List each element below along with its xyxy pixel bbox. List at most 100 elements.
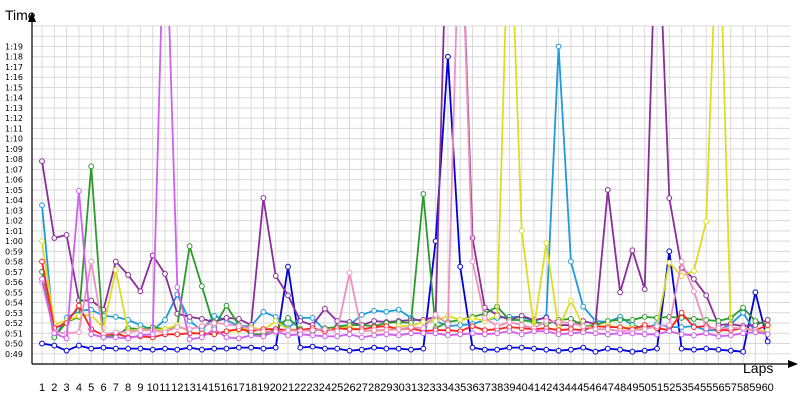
data-point [580, 344, 587, 351]
data-point [112, 266, 119, 273]
data-point [543, 318, 550, 324]
data-point [88, 258, 95, 265]
data-point [666, 259, 673, 266]
data-point [285, 327, 291, 334]
data-point [88, 345, 95, 352]
data-point [235, 323, 242, 330]
data-point [531, 345, 537, 352]
data-point [199, 346, 205, 353]
series-line [41, 26, 769, 328]
x-tick-label: 35 [454, 382, 466, 394]
y-tick-label: 1:16 [5, 73, 23, 82]
y-tick-label: 0:59 [5, 247, 23, 256]
data-point [137, 288, 144, 295]
data-point [641, 313, 648, 320]
x-tick-label: 48 [614, 382, 626, 394]
data-point [125, 271, 132, 278]
y-tick-label: 1:07 [5, 165, 23, 174]
data-point [186, 313, 193, 320]
data-point [51, 330, 58, 337]
x-tick-label: 20 [270, 382, 282, 394]
data-point [297, 344, 304, 351]
data-point [334, 345, 341, 352]
data-point [162, 329, 168, 336]
data-point [469, 315, 476, 321]
data-point [186, 336, 193, 343]
data-point [432, 330, 439, 337]
data-point [617, 317, 623, 323]
data-point [727, 332, 734, 339]
data-point [223, 302, 230, 309]
x-tick-label: 21 [282, 382, 294, 394]
data-point [51, 342, 58, 349]
data-point [715, 333, 722, 340]
y-tick-label: 1:10 [5, 135, 23, 144]
x-tick-label: 43 [552, 382, 564, 394]
data-point [371, 318, 378, 324]
y-tick-label: 1:03 [5, 206, 23, 215]
data-point [764, 338, 771, 345]
series-5 [39, 26, 771, 338]
x-tick-label: 23 [306, 382, 318, 394]
data-point [506, 319, 513, 325]
data-point [568, 346, 574, 353]
data-point [764, 317, 771, 323]
data-point [272, 273, 279, 279]
data-point [494, 330, 501, 337]
data-point [420, 319, 427, 325]
data-point [112, 329, 119, 336]
data-point [678, 309, 685, 316]
data-point [654, 331, 660, 338]
x-tick-label: 22 [294, 382, 306, 394]
x-tick-label: 14 [196, 382, 208, 394]
data-point [555, 347, 562, 354]
y-tick-label: 1:13 [5, 104, 23, 113]
data-point [260, 345, 267, 352]
data-point [162, 270, 168, 277]
data-point [617, 330, 623, 337]
x-tick-label: 39 [503, 382, 515, 394]
x-tick-label: 3 [64, 382, 70, 394]
data-point [764, 322, 771, 328]
y-tick-label: 0:53 [5, 309, 23, 318]
data-point [457, 322, 464, 328]
data-point [39, 340, 45, 347]
x-tick-label: 27 [356, 382, 368, 394]
data-point [76, 329, 82, 336]
data-point [469, 323, 476, 330]
data-point [481, 331, 488, 338]
data-point [543, 240, 550, 247]
series-line [41, 165, 768, 339]
data-point [63, 347, 70, 354]
data-point [272, 344, 279, 351]
series-line [41, 26, 768, 336]
data-point [186, 344, 193, 351]
series-line [41, 45, 768, 339]
data-point [703, 218, 710, 225]
data-point [371, 327, 378, 334]
data-point [445, 53, 451, 60]
data-point [469, 330, 476, 337]
y-tick-label: 0:51 [5, 329, 23, 338]
data-point [740, 304, 746, 311]
y-tick-label: 1:11 [5, 124, 23, 133]
data-point [518, 317, 525, 323]
x-tick-label: 10 [147, 382, 159, 394]
data-point [137, 327, 144, 334]
data-point [334, 333, 341, 340]
data-point [469, 258, 476, 265]
data-point [346, 269, 353, 276]
x-tick-label: 50 [639, 382, 651, 394]
x-tick-label: 32 [417, 382, 429, 394]
x-tick-label: 34 [442, 382, 454, 394]
data-point [358, 346, 365, 353]
y-tick-label: 1:00 [5, 237, 23, 246]
x-tick-labels: 1 2 3 4 5 6 7 8 9 10 11 12 13 14 15 16 17 18 19 20 21 22 23 24 2… [39, 382, 774, 394]
data-point [715, 346, 722, 353]
data-point [88, 297, 95, 304]
data-point [309, 343, 316, 350]
y-tick-label: 1:12 [5, 114, 23, 123]
x-tick-label: 57 [725, 382, 737, 394]
data-point [63, 335, 70, 342]
data-point [580, 329, 587, 336]
